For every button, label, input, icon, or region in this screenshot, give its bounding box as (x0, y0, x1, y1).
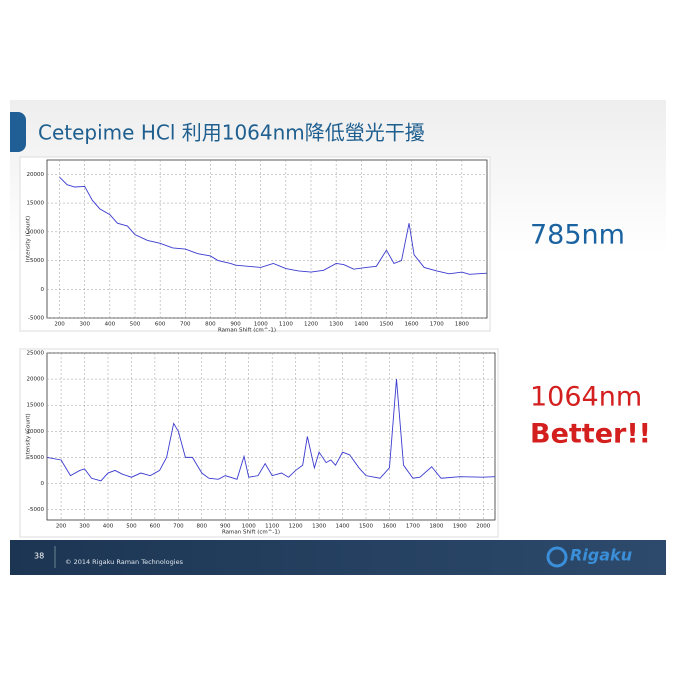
x-tick-label: 200 (56, 524, 67, 530)
y-tick-label: -5000 (28, 316, 44, 322)
page-number: 38 (34, 552, 44, 561)
y-tick-label: 5000 (30, 455, 44, 461)
plot-area (46, 159, 488, 319)
footer-text: © 2014 Rigaku Raman Technologies (65, 558, 184, 566)
x-tick-label: 1600 (382, 524, 396, 530)
x-tick-label: 1400 (336, 524, 350, 530)
x-tick-label: 500 (126, 524, 137, 530)
x-tick-label: 400 (105, 322, 116, 328)
x-tick-label: 900 (220, 524, 231, 530)
x-tick-label: 1500 (359, 524, 373, 530)
y-tick-label: 5000 (30, 258, 44, 264)
y-tick-label: 10000 (27, 429, 45, 435)
y-tick-label: 15000 (27, 403, 45, 409)
x-tick-label: 800 (197, 524, 208, 530)
x-tick-label: 1300 (312, 524, 326, 530)
footer-bar (10, 540, 666, 575)
x-axis-label: Raman Shift (cm^-1) (218, 328, 276, 334)
x-tick-label: 200 (54, 322, 65, 328)
x-tick-label: 900 (230, 322, 241, 328)
y-tick-label: 25000 (27, 351, 45, 357)
x-tick-label: 300 (79, 524, 90, 530)
logo: Rigaku (570, 546, 632, 565)
slide-title: Cetepime HCl 利用1064nm降低螢光干擾 (38, 121, 425, 145)
y-tick-label: 0 (41, 287, 45, 293)
y-axis-label: Intensity (Count) (26, 413, 32, 459)
x-tick-label: 1700 (406, 524, 420, 530)
y-tick-label: -5000 (28, 507, 44, 513)
x-tick-label: 1200 (289, 524, 303, 530)
x-tick-label: 1200 (304, 322, 318, 328)
y-tick-label: 15000 (27, 201, 45, 207)
laser-label: 1064nm (530, 382, 642, 413)
plot-area (46, 352, 496, 521)
x-tick-label: 600 (155, 322, 166, 328)
laser-label: 785nm (530, 220, 625, 251)
x-tick-label: 300 (79, 322, 90, 328)
x-tick-label: 1600 (405, 322, 419, 328)
y-tick-label: 20000 (27, 172, 45, 178)
x-tick-label: 700 (180, 322, 191, 328)
x-tick-label: 1500 (379, 322, 393, 328)
x-tick-label: 600 (150, 524, 161, 530)
x-tick-label: 1100 (279, 322, 293, 328)
spectrum-line (59, 176, 488, 275)
x-tick-label: 1000 (242, 524, 256, 530)
x-tick-label: 800 (205, 322, 216, 328)
x-tick-label: 1700 (430, 322, 444, 328)
x-tick-label: 1800 (429, 524, 443, 530)
verdict: Better!! (530, 419, 651, 450)
x-tick-label: 700 (173, 524, 184, 530)
y-axis-label: Intensity (Count) (26, 216, 32, 262)
x-tick-label: 1300 (329, 322, 343, 328)
x-tick-label: 1000 (254, 322, 268, 328)
logo-mark (546, 546, 568, 568)
y-tick-label: 20000 (27, 377, 45, 383)
x-tick-label: 1900 (453, 524, 467, 530)
y-tick-label: 10000 (27, 229, 45, 235)
x-tick-label: 500 (130, 322, 141, 328)
x-tick-label: 1400 (354, 322, 368, 328)
title-tab (10, 112, 26, 152)
x-tick-label: 1100 (265, 524, 279, 530)
y-tick-label: 0 (41, 481, 45, 487)
x-tick-label: 1800 (455, 322, 469, 328)
x-tick-label: 400 (103, 524, 114, 530)
x-tick-label: 2000 (476, 524, 490, 530)
x-axis-label: Raman Shift (cm^-1) (222, 530, 280, 536)
spectrum-line (46, 379, 496, 482)
